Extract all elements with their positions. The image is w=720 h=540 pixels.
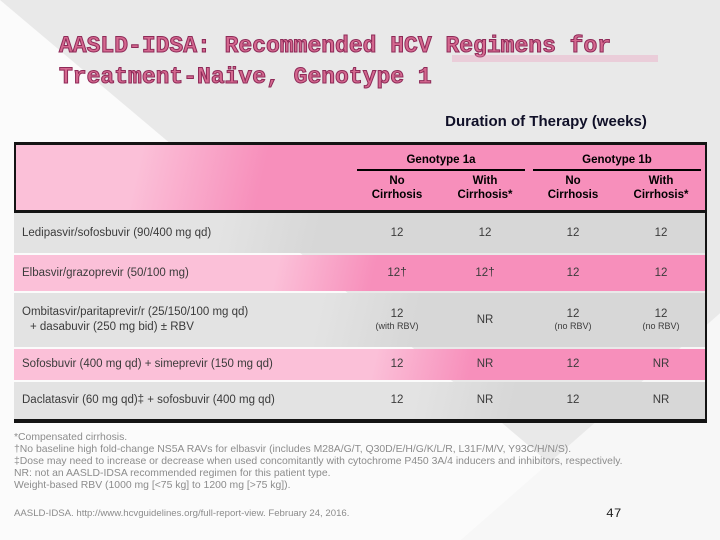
regimen-name: Sofosbuvir (400 mg qd) + simeprevir (150… <box>22 358 273 371</box>
duration-value: 12† <box>475 266 495 279</box>
header-corner-spacer <box>16 145 353 171</box>
duration-value: 12 <box>566 358 580 371</box>
table-body: Ledipasvir/sofosbuvir (90/400 mg qd) 12 … <box>14 213 705 423</box>
regimen-name: Ledipasvir/sofosbuvir (90/400 mg qd) <box>22 226 212 239</box>
duration-value: 12 <box>566 394 580 407</box>
duration-cell: 12 <box>529 394 617 407</box>
table-row: Ombitasvir/paritaprevir/r (25/150/100 mg… <box>14 293 705 347</box>
footnotes: *Compensated cirrhosis. †No baseline hig… <box>14 432 710 492</box>
duration-value: 12 <box>390 307 404 320</box>
duration-value: NR <box>652 394 670 407</box>
cirrhosis-subheader-row: No Cirrhosis With Cirrhosis* No Cirrhosi… <box>16 171 705 210</box>
duration-value: NR <box>476 313 494 326</box>
duration-cell: 12 <box>617 227 705 240</box>
title-line-2: Treatment-Naïve, Genotype 1 <box>59 64 433 91</box>
regimen-label: Sofosbuvir (400 mg qd) + simeprevir (150… <box>14 357 353 372</box>
duration-value: NR <box>476 358 494 371</box>
duration-cell: 12† <box>441 267 529 280</box>
duration-cell: 12 <box>353 358 441 371</box>
duration-cell: NR <box>617 358 705 371</box>
duration-value: 12 <box>390 394 404 407</box>
group-header-label: Genotype 1b <box>533 154 701 171</box>
duration-note: (with RBV) <box>375 321 419 332</box>
duration-value: 12 <box>566 266 580 279</box>
duration-cell: 12 <box>441 227 529 240</box>
duration-cell: 12 <box>353 227 441 240</box>
duration-cell: 12 <box>529 227 617 240</box>
regimen-name: Elbasvir/grazoprevir (50/100 mg) <box>22 266 189 279</box>
duration-value: 12 <box>654 266 668 279</box>
duration-value: 12 <box>390 226 404 239</box>
duration-value: 12 <box>566 226 580 239</box>
duration-cell: NR <box>441 394 529 407</box>
table-caption: Duration of Therapy (weeks) <box>445 113 647 130</box>
subheader-1b-with-cirrhosis: With Cirrhosis* <box>633 175 689 201</box>
source-citation: AASLD-IDSA. http://www.hcvguidelines.org… <box>14 508 350 519</box>
footnote-compensated-cirrhosis: *Compensated cirrhosis. <box>14 432 128 443</box>
group-header-genotype-1b: Genotype 1b <box>529 145 705 171</box>
regimen-name: Daclatasvir (60 mg qd)‡ + sofosbuvir (40… <box>22 394 275 407</box>
regimen-label: Ombitasvir/paritaprevir/r (25/150/100 mg… <box>14 305 353 335</box>
duration-note: (no RBV) <box>642 321 680 332</box>
duration-cell: 12 <box>617 267 705 280</box>
group-header-genotype-1a: Genotype 1a <box>353 145 529 171</box>
regimen-label: Daclatasvir (60 mg qd)‡ + sofosbuvir (40… <box>14 393 353 408</box>
duration-value: 12 <box>390 358 404 371</box>
genotype-group-row: Genotype 1a Genotype 1b <box>16 145 705 171</box>
duration-cell: 12 (no RBV) <box>529 308 617 333</box>
duration-cell: 12 <box>529 358 617 371</box>
duration-cell: 12 (no RBV) <box>617 308 705 333</box>
title-line-1: AASLD-IDSA: Recommended HCV Regimens for <box>59 33 612 60</box>
duration-value: 12† <box>387 266 407 279</box>
subheader-1a-no-cirrhosis: No Cirrhosis <box>371 175 423 201</box>
title-highlight-artifact <box>452 55 658 62</box>
table-row: Daclatasvir (60 mg qd)‡ + sofosbuvir (40… <box>14 382 705 419</box>
footnote-dose-adjustment: ‡Dose may need to increase or decrease w… <box>14 456 623 468</box>
duration-value: NR <box>476 394 494 407</box>
regimen-name: Ombitasvir/paritaprevir/r (25/150/100 mg… <box>22 306 249 319</box>
footnote-weight-based-rbv: Weight-based RBV (1000 mg [<75 kg] to 12… <box>14 480 291 492</box>
subheader-1b-no-cirrhosis: No Cirrhosis <box>547 175 599 201</box>
duration-cell: 12 (with RBV) <box>353 308 441 333</box>
duration-cell: 12 <box>353 394 441 407</box>
duration-cell: NR <box>441 358 529 371</box>
regimen-table: Genotype 1a Genotype 1b No Cirrhosis Wit… <box>14 142 707 423</box>
table-row: Ledipasvir/sofosbuvir (90/400 mg qd) 12 … <box>14 213 705 253</box>
group-header-label: Genotype 1a <box>357 154 525 171</box>
table-row: Sofosbuvir (400 mg qd) + simeprevir (150… <box>14 349 705 380</box>
page-title: AASLD-IDSA: Recommended HCV Regimens for… <box>59 31 699 93</box>
table-row: Elbasvir/grazoprevir (50/100 mg) 12† 12†… <box>14 255 705 291</box>
slide-page-number: 47 <box>606 506 622 521</box>
duration-cell: NR <box>441 314 529 327</box>
regimen-name-line2: + dasabuvir (250 mg bid) ± RBV <box>30 321 194 333</box>
subheader-spacer <box>16 171 353 210</box>
regimen-label: Elbasvir/grazoprevir (50/100 mg) <box>14 266 353 281</box>
duration-note: (no RBV) <box>554 321 592 332</box>
footnote-ns5a-ravs: †No baseline high fold-change NS5A RAVs … <box>14 444 572 456</box>
footnote-nr-definition: NR: not an AASLD-IDSA recommended regime… <box>14 468 331 480</box>
duration-value: 12 <box>478 226 492 239</box>
duration-cell: 12† <box>353 267 441 280</box>
duration-cell: 12 <box>529 267 617 280</box>
table-header: Genotype 1a Genotype 1b No Cirrhosis Wit… <box>14 142 705 213</box>
duration-cell: NR <box>617 394 705 407</box>
duration-value: NR <box>652 358 670 371</box>
duration-value: 12 <box>654 226 668 239</box>
regimen-label: Ledipasvir/sofosbuvir (90/400 mg qd) <box>14 226 353 241</box>
subheader-1a-with-cirrhosis: With Cirrhosis* <box>457 175 513 201</box>
duration-value: 12 <box>566 307 580 320</box>
duration-value: 12 <box>654 307 668 320</box>
